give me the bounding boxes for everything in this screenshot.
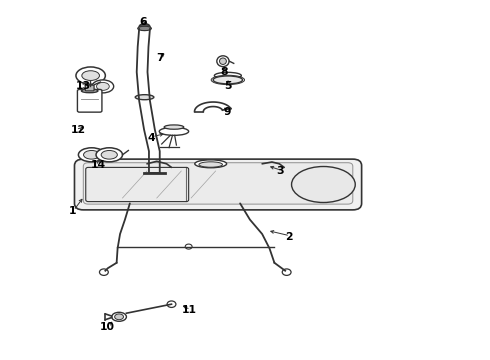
Text: 5: 5: [224, 81, 232, 91]
Circle shape: [185, 244, 192, 249]
Text: 7: 7: [156, 53, 164, 63]
Ellipse shape: [213, 76, 243, 84]
Ellipse shape: [97, 82, 109, 90]
FancyBboxPatch shape: [83, 163, 353, 204]
FancyBboxPatch shape: [77, 89, 102, 112]
FancyBboxPatch shape: [86, 167, 189, 202]
Text: 13: 13: [76, 81, 91, 91]
Ellipse shape: [138, 26, 151, 31]
Ellipse shape: [101, 150, 117, 159]
Ellipse shape: [78, 148, 105, 162]
Ellipse shape: [135, 95, 154, 100]
Text: 1: 1: [69, 206, 76, 216]
FancyBboxPatch shape: [74, 159, 362, 210]
Ellipse shape: [195, 160, 227, 168]
Ellipse shape: [139, 24, 150, 30]
Ellipse shape: [215, 72, 242, 79]
Ellipse shape: [220, 58, 226, 64]
Ellipse shape: [199, 162, 222, 167]
Ellipse shape: [83, 150, 100, 159]
Ellipse shape: [81, 89, 98, 93]
Ellipse shape: [217, 56, 229, 67]
Text: 9: 9: [223, 107, 231, 117]
Circle shape: [282, 269, 291, 275]
Ellipse shape: [112, 312, 126, 321]
Ellipse shape: [96, 148, 122, 162]
Ellipse shape: [159, 127, 189, 135]
FancyBboxPatch shape: [85, 85, 94, 91]
Text: 12: 12: [71, 125, 86, 135]
Text: 4: 4: [147, 132, 155, 143]
Circle shape: [99, 269, 108, 275]
Text: 6: 6: [140, 17, 147, 27]
Text: 10: 10: [99, 321, 114, 332]
Ellipse shape: [115, 314, 123, 320]
Text: 3: 3: [276, 166, 284, 176]
Text: 8: 8: [220, 67, 228, 77]
Ellipse shape: [92, 80, 114, 93]
Circle shape: [167, 301, 176, 307]
Text: 11: 11: [182, 305, 197, 315]
Text: 14: 14: [91, 159, 105, 170]
Text: 2: 2: [285, 231, 293, 242]
Ellipse shape: [76, 67, 105, 84]
Ellipse shape: [292, 166, 355, 202]
Ellipse shape: [164, 125, 184, 129]
Ellipse shape: [82, 71, 99, 81]
